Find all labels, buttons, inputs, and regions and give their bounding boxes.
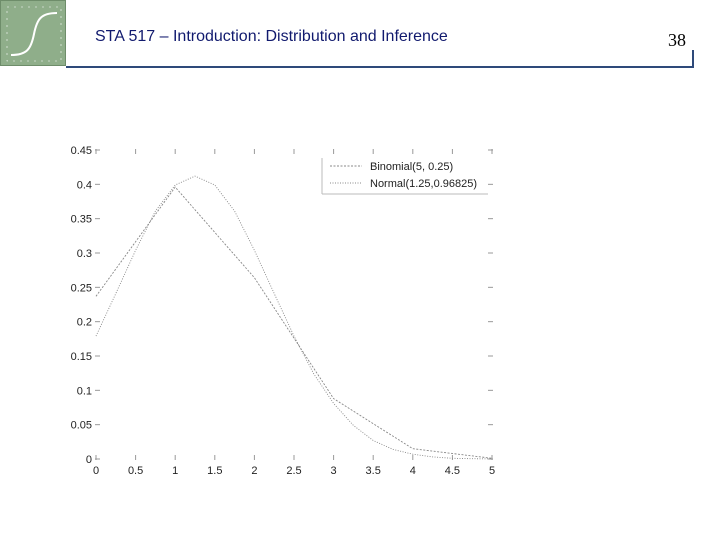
y-tick-label: 0.3 — [77, 248, 92, 260]
x-tick-label: 4 — [410, 465, 416, 477]
sigmoid-curve-icon — [6, 6, 62, 62]
series-line-binomial — [95, 186, 493, 459]
y-tick-label: 0.4 — [77, 179, 92, 191]
x-tick-label: 2.5 — [286, 465, 301, 477]
page-number: 38 — [668, 30, 686, 50]
y-tick-label: 0.25 — [71, 282, 92, 294]
legend-label: Binomial(5, 0.25) — [370, 161, 453, 173]
chart-series-layer — [95, 175, 493, 460]
x-tick-label: 0.5 — [128, 465, 143, 477]
legend-label: Normal(1.25,0.96825) — [370, 178, 477, 190]
page-title: STA 517 – Introduction: Distribution and… — [95, 28, 448, 45]
y-tick-label: 0.2 — [77, 317, 92, 329]
y-tick-label: 0 — [86, 454, 92, 466]
x-tick-label: 1 — [172, 465, 178, 477]
header-rule — [66, 66, 694, 68]
y-tick-label: 0.45 — [71, 145, 92, 157]
chart-legend: Binomial(5, 0.25) Normal(1.25,0.96825) — [321, 158, 488, 195]
x-tick-label: 5 — [489, 465, 495, 477]
x-tick-label: 3.5 — [366, 465, 381, 477]
y-tick-label: 0.05 — [71, 420, 92, 432]
x-tick-label: 3 — [331, 465, 337, 477]
x-tick-label: 1.5 — [207, 465, 222, 477]
x-tick-label: 2 — [251, 465, 257, 477]
logo — [0, 0, 66, 66]
x-tick-label: 4.5 — [445, 465, 460, 477]
y-tick-label: 0.1 — [77, 385, 92, 397]
header-rule-tick — [692, 50, 694, 68]
y-tick-label: 0.15 — [71, 351, 92, 363]
chart-axes: 0 0.05 0.1 0.15 0.2 0.25 0.3 0.35 0.4 0.45 0 0.5 1 1.… — [71, 145, 495, 477]
series-line-normal — [95, 175, 493, 460]
y-tick-label: 0.35 — [71, 214, 92, 226]
x-tick-label: 0 — [93, 465, 99, 477]
